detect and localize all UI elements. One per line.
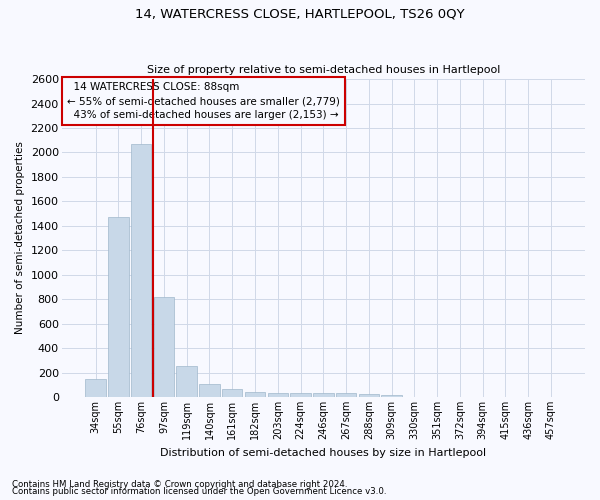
Bar (382, 395, 402, 397)
Text: 14 WATERCRESS CLOSE: 88sqm
← 55% of semi-detached houses are smaller (2,779)
  4: 14 WATERCRESS CLOSE: 88sqm ← 55% of semi… (67, 82, 340, 120)
Text: Contains public sector information licensed under the Open Government Licence v3: Contains public sector information licen… (12, 487, 386, 496)
Bar (268, 394, 288, 397)
Bar (359, 394, 379, 397)
Bar (176, 366, 197, 397)
Bar (245, 392, 265, 397)
Bar (336, 394, 356, 397)
Bar (199, 384, 220, 397)
Text: Contains HM Land Registry data © Crown copyright and database right 2024.: Contains HM Land Registry data © Crown c… (12, 480, 347, 489)
Bar (222, 389, 242, 397)
Bar (108, 217, 128, 397)
X-axis label: Distribution of semi-detached houses by size in Hartlepool: Distribution of semi-detached houses by … (160, 448, 487, 458)
Bar (313, 394, 334, 397)
Bar (131, 144, 151, 397)
Bar (290, 394, 311, 397)
Text: 14, WATERCRESS CLOSE, HARTLEPOOL, TS26 0QY: 14, WATERCRESS CLOSE, HARTLEPOOL, TS26 0… (135, 8, 465, 20)
Bar (154, 296, 174, 397)
Title: Size of property relative to semi-detached houses in Hartlepool: Size of property relative to semi-detach… (146, 66, 500, 76)
Y-axis label: Number of semi-detached properties: Number of semi-detached properties (15, 142, 25, 334)
Bar (85, 378, 106, 397)
